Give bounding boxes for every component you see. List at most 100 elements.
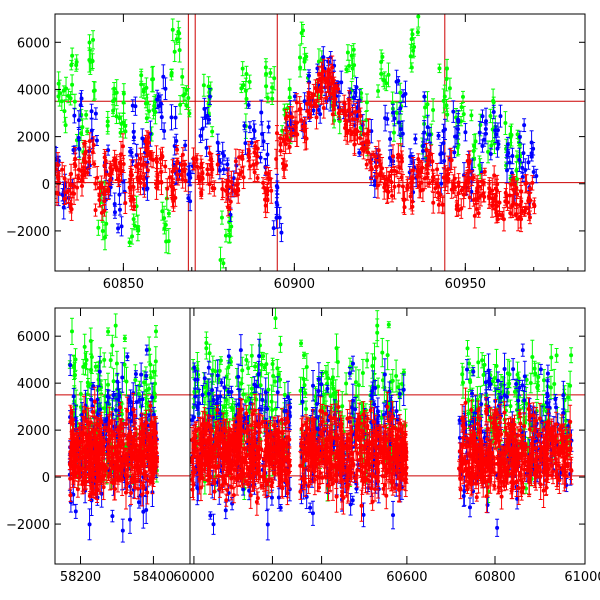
data-point <box>240 467 245 488</box>
data-point <box>324 424 329 454</box>
data-point <box>62 192 67 206</box>
bottom-x-tick-label: 60600 <box>386 570 427 585</box>
data-point <box>266 372 271 407</box>
data-point <box>106 471 111 482</box>
data-point <box>269 177 274 204</box>
data-point <box>306 444 311 468</box>
data-point <box>483 123 488 145</box>
data-point <box>400 120 405 148</box>
data-point <box>440 196 445 213</box>
data-point <box>386 321 391 329</box>
data-point <box>475 181 480 203</box>
data-point <box>137 395 142 404</box>
data-point <box>144 496 149 524</box>
data-point <box>529 151 534 162</box>
data-point <box>317 482 322 493</box>
data-point <box>258 151 263 164</box>
data-point <box>173 188 178 207</box>
data-point <box>145 163 150 178</box>
data-point <box>80 473 85 495</box>
data-point <box>229 403 234 412</box>
data-point <box>390 409 395 444</box>
data-point <box>265 143 270 166</box>
data-point <box>77 459 82 479</box>
data-point <box>131 178 136 196</box>
data-point <box>413 133 418 145</box>
data-point <box>253 361 258 372</box>
data-point <box>215 133 220 152</box>
data-point <box>239 83 244 94</box>
data-point <box>215 424 220 433</box>
data-point <box>102 197 107 206</box>
data-point <box>125 352 130 362</box>
data-point <box>119 216 124 237</box>
data-point <box>148 150 153 168</box>
data-point <box>207 343 212 363</box>
data-point <box>97 355 102 388</box>
data-point <box>226 348 231 364</box>
data-point <box>81 358 86 375</box>
data-point <box>262 363 267 371</box>
data-point <box>138 147 143 170</box>
data-point <box>391 123 396 142</box>
data-point <box>120 133 125 160</box>
data-point <box>72 436 77 449</box>
data-point <box>472 134 477 158</box>
data-point <box>418 182 423 199</box>
data-point <box>332 411 337 425</box>
data-point <box>120 518 125 543</box>
data-point <box>66 88 71 104</box>
bottom-y-tick-label: −2000 <box>6 518 50 533</box>
data-point <box>128 194 133 207</box>
data-point <box>297 96 302 123</box>
data-point <box>125 396 130 426</box>
data-point <box>508 207 513 219</box>
data-point <box>318 451 323 462</box>
data-point <box>256 445 261 455</box>
data-point <box>272 66 277 91</box>
data-point <box>241 81 246 90</box>
data-point <box>467 358 472 369</box>
data-point <box>206 378 211 409</box>
data-point <box>289 128 294 138</box>
data-point <box>90 139 95 166</box>
data-point <box>223 430 228 460</box>
data-point <box>228 439 233 462</box>
data-point <box>212 180 217 197</box>
data-point <box>205 163 210 176</box>
data-point <box>264 166 269 180</box>
data-point <box>447 77 452 99</box>
data-point <box>227 203 232 212</box>
data-point <box>146 131 151 144</box>
data-point <box>250 403 255 425</box>
data-point <box>482 191 487 203</box>
data-point <box>192 467 197 477</box>
data-point <box>445 107 450 122</box>
data-point <box>93 107 98 120</box>
data-point <box>476 346 481 378</box>
data-point <box>265 508 270 541</box>
data-point <box>215 153 220 176</box>
data-point <box>192 362 197 373</box>
data-point <box>91 81 96 101</box>
data-point <box>285 412 290 424</box>
data-point <box>409 29 414 49</box>
data-point <box>123 191 128 214</box>
data-point <box>186 88 191 108</box>
data-point <box>385 391 390 422</box>
data-point <box>219 378 224 387</box>
data-point <box>517 130 522 144</box>
data-point <box>214 437 219 451</box>
data-point <box>120 451 125 469</box>
data-point <box>201 73 206 97</box>
data-point <box>344 372 349 395</box>
data-point <box>462 176 467 200</box>
data-point <box>408 183 413 210</box>
data-point <box>427 126 432 143</box>
data-point <box>111 368 116 395</box>
data-point <box>151 65 156 93</box>
data-point <box>215 404 220 415</box>
data-point <box>72 371 77 379</box>
data-point <box>307 108 312 120</box>
data-point <box>125 459 130 481</box>
